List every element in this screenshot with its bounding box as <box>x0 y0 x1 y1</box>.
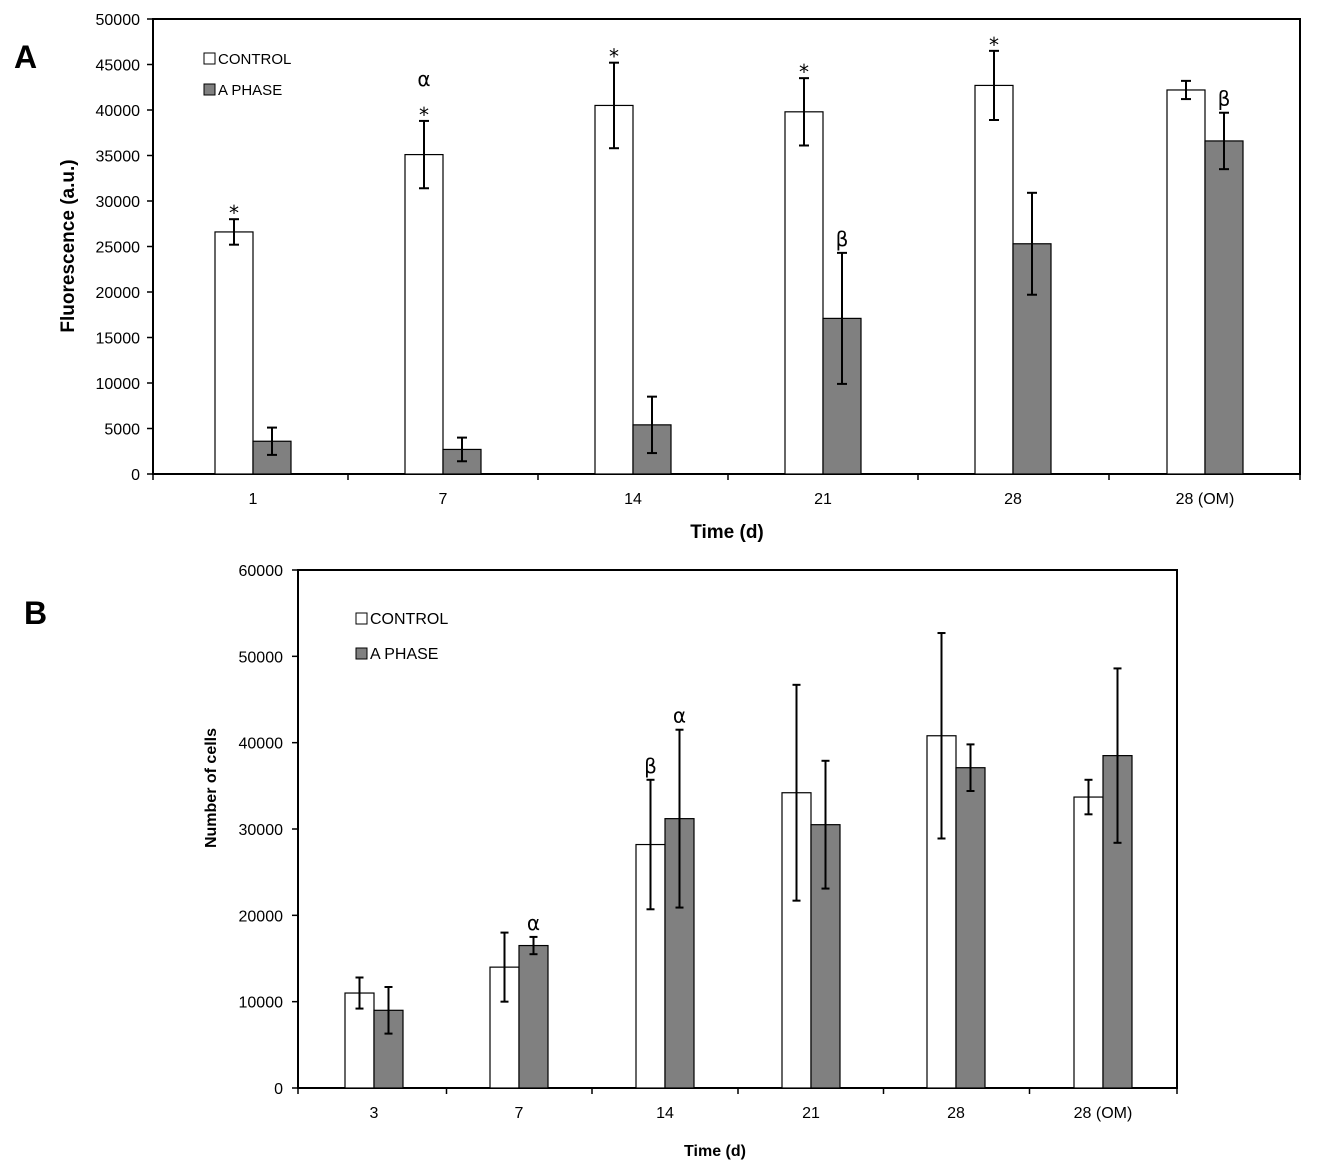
plot-frame <box>152 18 1301 475</box>
y-tick-label: 50000 <box>96 12 141 29</box>
x-tick-label: 14 <box>656 1105 674 1122</box>
y-tick-label: 5000 <box>104 422 140 439</box>
y-tick-label: 15000 <box>96 331 141 348</box>
y-tick-label: 20000 <box>239 908 284 925</box>
x-tick-label: 28 (OM) <box>1176 491 1235 508</box>
panel-a-letter: A <box>14 39 37 75</box>
y-tick-label: 20000 <box>96 285 141 302</box>
bar-a-phase <box>955 767 986 1089</box>
y-tick-label: 40000 <box>239 736 284 753</box>
significance-marker: α <box>527 911 540 935</box>
bar-control <box>784 111 824 475</box>
panel-a-chart: 0 5000 10000 15000 20000 25000 30000 35000 40000… <box>58 12 1301 543</box>
significance-marker: α <box>673 704 686 728</box>
significance-marker: β <box>836 227 849 251</box>
y-tick-label: 25000 <box>96 240 141 257</box>
x-tick-label: 28 <box>947 1105 965 1122</box>
y-tick-label: 45000 <box>96 58 141 75</box>
legend-swatch-a-phase <box>203 83 216 96</box>
bar-control <box>594 104 634 475</box>
significance-marker: * <box>799 60 809 84</box>
y-tick-label: 10000 <box>96 376 141 393</box>
x-tick-label: 7 <box>439 491 448 508</box>
x-axis-title: Time (d) <box>684 1143 746 1160</box>
y-tick-label: 0 <box>274 1081 283 1098</box>
significance-marker: α * <box>417 67 430 127</box>
panel-b-letter: B <box>24 595 47 631</box>
legend-label-a-phase: A PHASE <box>218 82 282 99</box>
x-tick-label: 28 (OM) <box>1074 1105 1133 1122</box>
significance-marker: * <box>229 201 239 225</box>
y-tick-label: 30000 <box>239 822 284 839</box>
x-axis-title: Time (d) <box>690 522 764 543</box>
significance-marker: β <box>644 754 657 778</box>
y-tick-label: 30000 <box>96 194 141 211</box>
bar-control <box>214 231 254 475</box>
x-tick-label: 7 <box>515 1105 524 1122</box>
legend-label-control: CONTROL <box>218 51 291 68</box>
y-tick-label: 10000 <box>239 995 284 1012</box>
panel-b-chart: 0 10000 20000 30000 40000 50000 60000 3 7 14 21 28 2… <box>203 563 1178 1160</box>
legend-swatch-control <box>355 612 368 625</box>
legend-label-control: CONTROL <box>370 611 448 628</box>
y-axis-title: Number of cells <box>203 728 220 848</box>
bar-control <box>404 153 444 475</box>
bar-a-phase <box>1204 140 1244 475</box>
y-tick-label: 0 <box>131 467 140 484</box>
significance-marker: β <box>1218 87 1231 111</box>
x-tick-label: 21 <box>814 491 832 508</box>
bar-a-phase <box>518 944 549 1089</box>
y-tick-label: 40000 <box>96 103 141 120</box>
legend-swatch-a-phase <box>355 647 368 660</box>
legend-label-a-phase: A PHASE <box>370 646 438 663</box>
significance-marker: * <box>989 33 999 57</box>
legend-swatch-control <box>203 52 216 65</box>
x-tick-label: 14 <box>624 491 642 508</box>
bar-control <box>1073 796 1104 1089</box>
bar-control <box>1166 89 1206 475</box>
significance-marker: * <box>609 45 619 69</box>
y-tick-label: 50000 <box>239 649 284 666</box>
bar-control <box>974 84 1014 475</box>
x-tick-label: 3 <box>370 1105 379 1122</box>
x-tick-label: 21 <box>802 1105 820 1122</box>
x-tick-label: 1 <box>249 491 258 508</box>
y-tick-label: 60000 <box>239 563 284 580</box>
x-tick-label: 28 <box>1004 491 1022 508</box>
y-axis-title: Fluorescence (a.u.) <box>58 159 79 332</box>
y-tick-label: 35000 <box>96 149 141 166</box>
